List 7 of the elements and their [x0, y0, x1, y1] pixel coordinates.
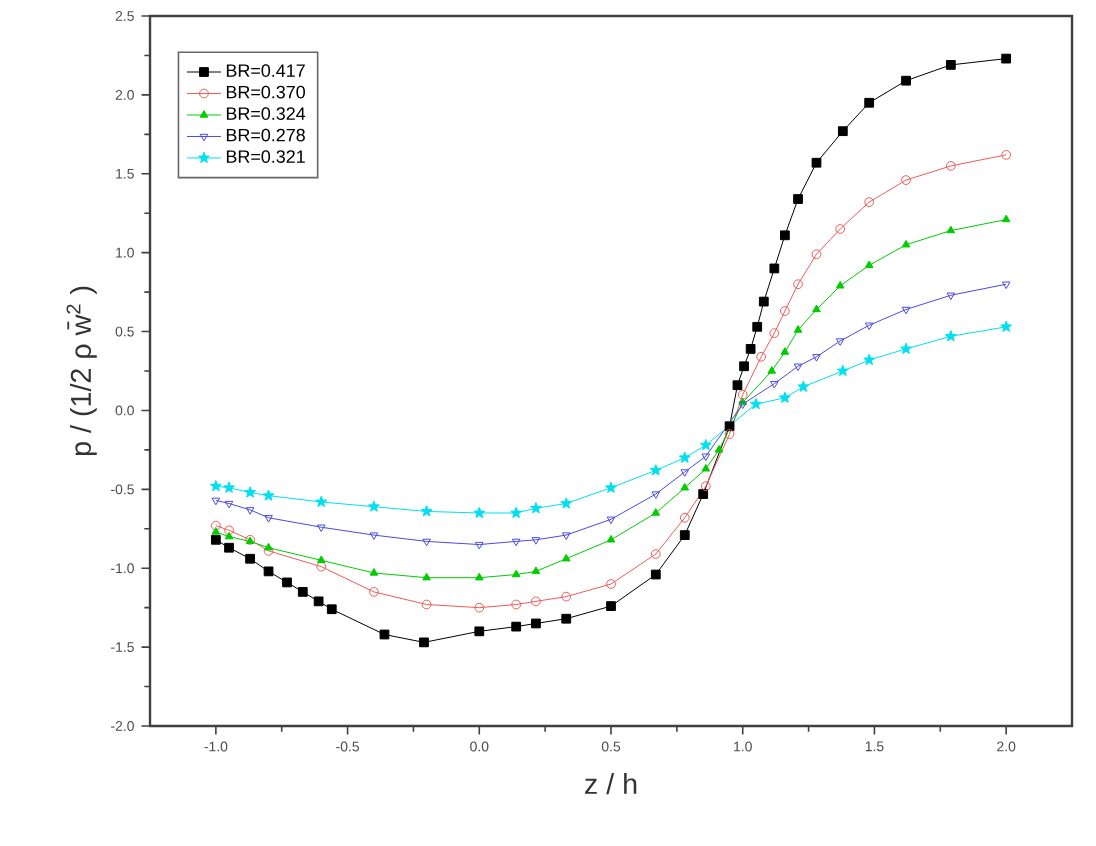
legend-label: BR=0.370: [226, 85, 305, 99]
legend-label: BR=0.324: [226, 107, 306, 120]
legend-label: BR=0.278: [226, 128, 305, 142]
legend-label: BR=0.321: [226, 150, 305, 163]
legend-label: BR=0.417: [226, 64, 305, 77]
x-axis-title: z / h: [585, 773, 637, 795]
y-axis-title: p / (1/2 ρ w̄$^{2}$ ): [66, 286, 97, 456]
